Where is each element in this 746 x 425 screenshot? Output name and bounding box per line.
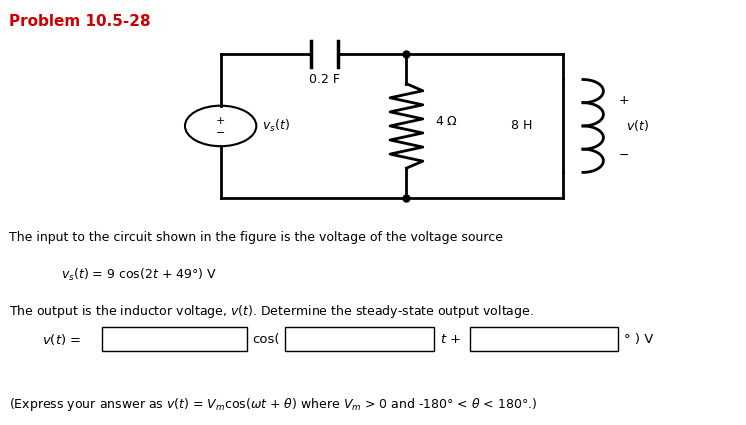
Text: $v(t)$ =: $v(t)$ = bbox=[43, 332, 81, 347]
Text: $v_s(t)$: $v_s(t)$ bbox=[263, 118, 290, 134]
Text: cos(: cos( bbox=[253, 333, 280, 346]
Text: The output is the inductor voltage, $v(t)$. Determine the steady-state output vo: The output is the inductor voltage, $v(t… bbox=[9, 303, 533, 320]
Text: $v(t)$: $v(t)$ bbox=[626, 119, 649, 133]
Text: +: + bbox=[618, 94, 629, 107]
Text: $v_s(t)$ = 9 cos(2$t$ + 49°) V: $v_s(t)$ = 9 cos(2$t$ + 49°) V bbox=[61, 267, 217, 283]
Text: −: − bbox=[618, 149, 629, 162]
Text: The input to the circuit shown in the figure is the voltage of the voltage sourc: The input to the circuit shown in the fi… bbox=[9, 232, 503, 244]
Text: 0.2 F: 0.2 F bbox=[309, 73, 340, 86]
Text: 8 H: 8 H bbox=[512, 119, 533, 133]
Text: ° ) V: ° ) V bbox=[624, 333, 653, 346]
Text: 4 $\Omega$: 4 $\Omega$ bbox=[435, 115, 458, 128]
Text: $t$ +: $t$ + bbox=[440, 333, 461, 346]
Text: +: + bbox=[216, 116, 225, 126]
Text: Problem 10.5-28: Problem 10.5-28 bbox=[9, 14, 151, 29]
Text: −: − bbox=[216, 128, 225, 138]
Text: (Express your answer as $v(t)$ = $V_m$cos($\omega t$ + $\theta$) where $V_m$ > 0: (Express your answer as $v(t)$ = $V_m$co… bbox=[9, 396, 537, 413]
